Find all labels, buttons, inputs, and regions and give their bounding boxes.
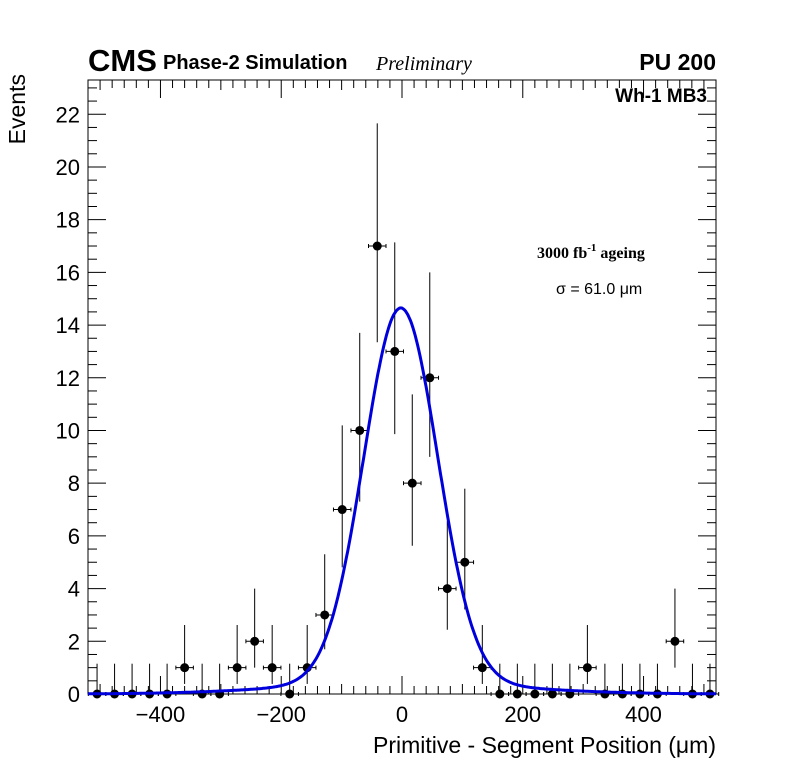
data-marker <box>670 636 680 646</box>
data-point <box>262 625 282 684</box>
fit-curve <box>88 306 716 696</box>
y-axis-title: Events <box>4 74 30 144</box>
x-tick-label: −400 <box>136 702 186 727</box>
data-point <box>473 625 492 684</box>
y-tick-label: 16 <box>56 260 80 285</box>
y-tick-label: 2 <box>68 629 80 654</box>
data-point <box>420 272 440 457</box>
y-tick-label: 8 <box>68 471 80 496</box>
data-marker <box>337 505 347 515</box>
data-marker <box>547 689 557 699</box>
data-marker <box>180 663 190 673</box>
data-marker <box>407 478 417 488</box>
x-tick-label: −200 <box>256 702 306 727</box>
data-point <box>227 625 247 684</box>
data-marker <box>530 689 540 699</box>
preliminary-label: Preliminary <box>375 53 472 75</box>
data-point <box>438 521 457 630</box>
ageing-prefix: 3000 fb <box>537 245 587 262</box>
data-point <box>403 394 422 546</box>
data-marker <box>477 663 487 673</box>
data-point <box>210 663 229 699</box>
data-marker <box>442 584 452 594</box>
data-marker <box>495 689 505 699</box>
y-tick-label: 10 <box>56 418 80 443</box>
data-point <box>297 625 317 684</box>
data-marker <box>582 663 592 673</box>
ageing-annotation: 3000 fb-1 ageing <box>537 242 645 262</box>
pileup-label: PU 200 <box>639 49 716 75</box>
plot-frame <box>87 79 717 695</box>
axis-ticks: −400 −200 0 200 400 0 2 4 6 8 10 12 14 16 18 20 22 <box>56 80 716 727</box>
data-marker <box>372 241 382 251</box>
data-marker <box>512 689 522 699</box>
x-tick-label: 200 <box>504 702 541 727</box>
data-marker <box>355 425 365 435</box>
data-point <box>543 663 562 699</box>
data-point <box>367 123 387 343</box>
ageing-exponent: -1 <box>587 242 596 254</box>
data-point <box>332 425 352 568</box>
data-marker <box>250 636 260 646</box>
y-tick-label: 20 <box>56 155 80 180</box>
data-marker <box>285 689 295 699</box>
data-points <box>87 123 720 699</box>
y-tick-label: 12 <box>56 366 80 391</box>
data-point <box>665 588 685 668</box>
experiment-label: CMS <box>88 43 157 78</box>
data-point <box>560 663 580 699</box>
y-tick-label: 14 <box>56 313 80 338</box>
data-marker <box>460 557 470 567</box>
data-point <box>385 242 405 435</box>
data-marker <box>425 373 435 383</box>
data-marker <box>390 346 400 356</box>
simulation-label: Phase-2 Simulation <box>163 52 348 74</box>
y-tick-label: 0 <box>68 682 80 707</box>
data-point <box>280 663 299 699</box>
y-tick-label: 6 <box>68 524 80 549</box>
data-marker <box>232 663 242 673</box>
y-tick-label: 22 <box>56 102 80 127</box>
data-point <box>245 588 264 668</box>
data-point <box>508 663 527 699</box>
data-point <box>175 625 194 684</box>
data-point <box>315 554 334 650</box>
data-point <box>525 663 545 699</box>
data-point <box>455 488 475 610</box>
y-tick-label: 4 <box>68 577 80 602</box>
data-marker <box>267 663 277 673</box>
x-axis-title: Primitive - Segment Position (μm) <box>373 732 716 758</box>
fit-curve-group <box>88 306 716 696</box>
y-tick-label: 18 <box>56 208 80 233</box>
data-marker <box>320 610 330 620</box>
x-tick-label: 0 <box>396 702 408 727</box>
data-point <box>578 625 597 684</box>
station-label: Wh-1 MB3 <box>615 86 707 107</box>
sigma-annotation: σ = 61.0 μm <box>556 281 642 298</box>
x-tick-label: 400 <box>625 702 662 727</box>
ageing-suffix: ageing <box>596 245 644 262</box>
